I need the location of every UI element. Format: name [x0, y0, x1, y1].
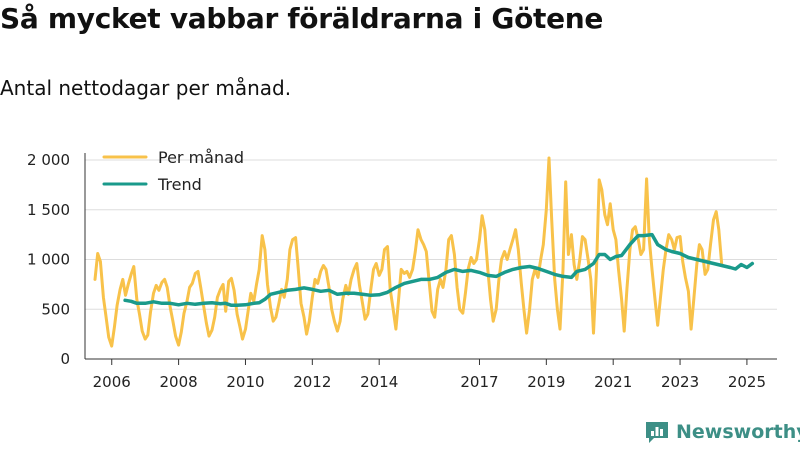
x-tick-label: 2014: [360, 373, 398, 391]
series-lines: [93, 156, 755, 348]
x-tick-label: 2010: [226, 373, 264, 391]
legend-label-trend: Trend: [157, 175, 202, 194]
chart-subtitle: Antal nettodagar per månad.: [0, 76, 292, 100]
brand-name: Newsworthy: [676, 421, 800, 443]
y-tick-label: 1 500: [27, 201, 70, 219]
newsworthy-logo: Newsworthy: [644, 420, 800, 444]
x-axis-ticks: 2006 2008 2010 2012 2014 2017 2019 2021 2023 2025: [93, 359, 766, 391]
newsworthy-icon: [646, 422, 668, 443]
series-line-trend: [123, 232, 755, 308]
axes: [84, 153, 777, 360]
x-tick-label: 2012: [293, 373, 331, 391]
y-axis-ticks: 0 500 1 000 1 500 2 000: [27, 151, 70, 368]
y-tick-label: 1 000: [27, 251, 70, 269]
x-tick-label: 2023: [661, 373, 699, 391]
legend: Per månad Trend: [102, 148, 244, 194]
y-tick-label: 0: [60, 350, 70, 368]
x-tick-label: 2008: [160, 373, 198, 391]
chart-title: Så mycket vabbar föräldrarna i Götene: [0, 2, 604, 35]
y-tick-label: 500: [41, 300, 70, 318]
x-tick-label: 2006: [93, 373, 131, 391]
x-tick-label: 2019: [527, 373, 565, 391]
x-tick-label: 2017: [460, 373, 498, 391]
y-tick-label: 2 000: [27, 151, 70, 169]
x-tick-label: 2021: [594, 373, 632, 391]
x-tick-label: 2025: [728, 373, 766, 391]
legend-label-per-manad: Per månad: [158, 148, 244, 167]
